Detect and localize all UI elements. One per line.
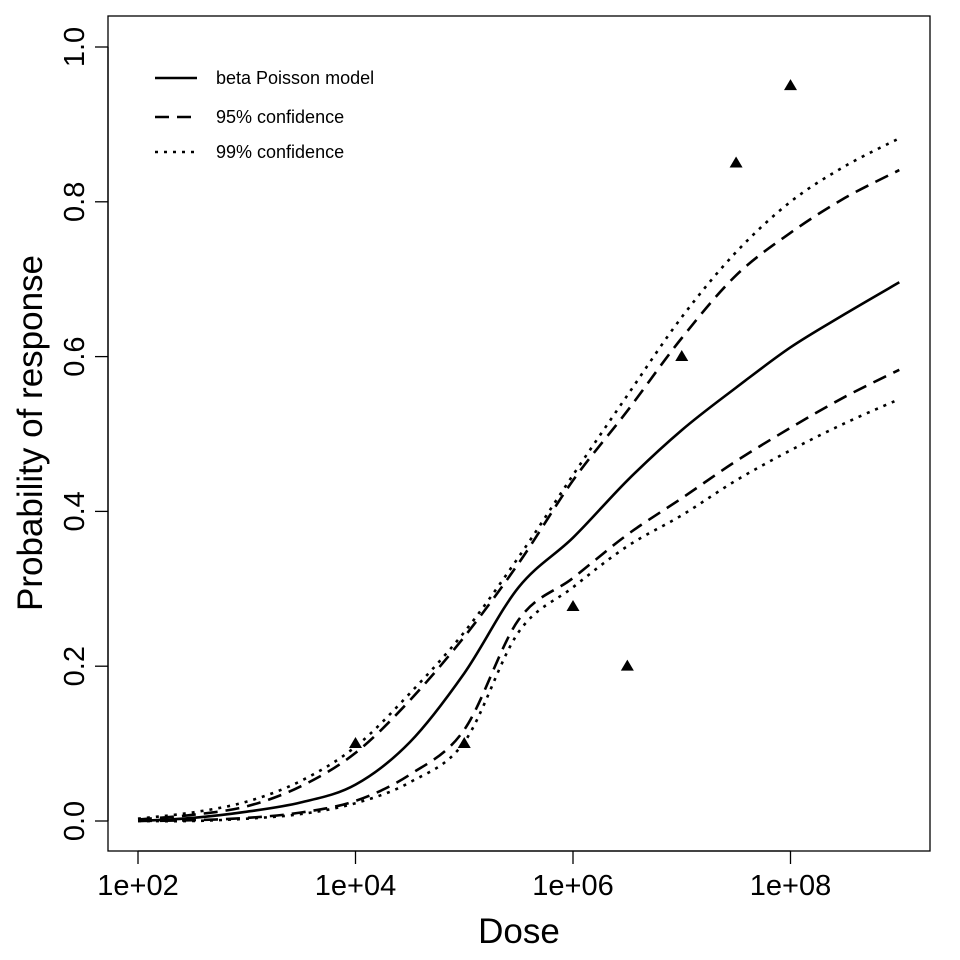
curve-95-confidence-lower	[137, 368, 900, 823]
data-point-triangle	[620, 659, 634, 671]
curves	[137, 137, 900, 823]
x-tick-label: 1e+06	[532, 870, 613, 902]
data-point-triangle	[566, 600, 580, 612]
data-point-triangle	[457, 737, 471, 748]
y-tick-label: 0.2	[59, 646, 91, 686]
data-point-triangle	[729, 156, 743, 168]
x-tick-label: 1e+08	[750, 870, 831, 902]
y-tick-label: 1.0	[59, 27, 91, 67]
data-point-triangle	[784, 79, 797, 91]
curve-99-confidence-lower	[137, 398, 900, 823]
legend-label-model: beta Poisson model	[216, 68, 374, 88]
legend: beta Poisson model 95% confidence 99% co…	[155, 68, 374, 162]
y-tick-label: 0.8	[59, 182, 91, 222]
x-axis-title: Dose	[478, 912, 560, 951]
legend-label-95: 95% confidence	[216, 107, 344, 127]
curve-99-confidence-upper	[137, 137, 900, 820]
x-tick-label: 1e+02	[97, 870, 178, 902]
observed-points	[349, 79, 797, 748]
data-point-triangle	[349, 737, 362, 748]
x-tick-label: 1e+04	[315, 870, 396, 902]
curve-beta-poisson-model	[137, 281, 900, 823]
legend-label-99: 99% confidence	[216, 142, 344, 162]
x-axis: 1e+02 1e+04 1e+06 1e+08	[97, 850, 831, 902]
data-point-triangle	[675, 350, 689, 361]
y-tick-label: 0.0	[59, 801, 91, 841]
y-axis-title: Probability of response	[11, 255, 50, 611]
curve-95-confidence-upper	[137, 168, 900, 821]
y-tick-label: 0.4	[59, 491, 91, 531]
y-tick-label: 0.6	[59, 336, 91, 376]
y-axis: 0.0 0.2 0.4 0.6 0.8 1.0	[59, 27, 109, 841]
